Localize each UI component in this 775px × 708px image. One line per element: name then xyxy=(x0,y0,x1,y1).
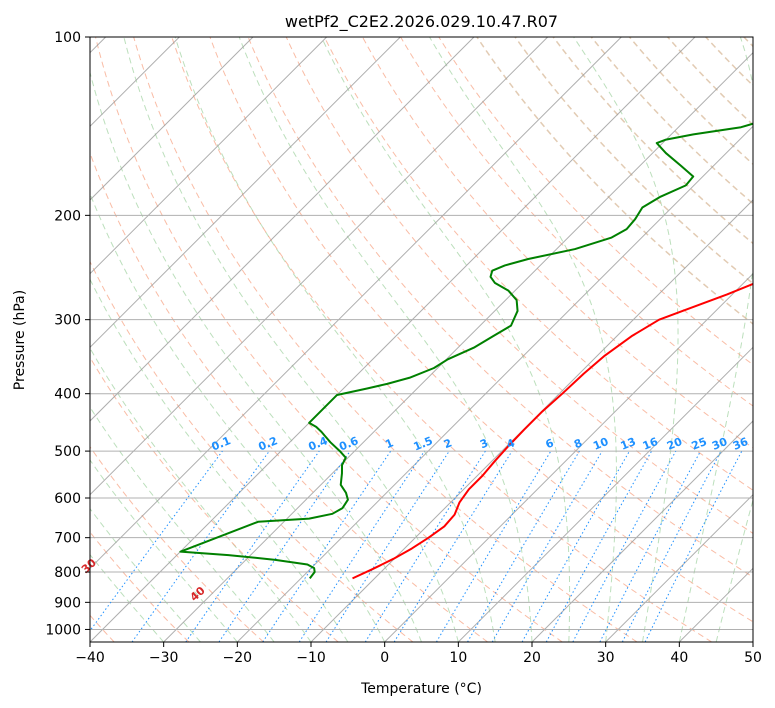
isotherm-line xyxy=(90,37,549,496)
mixing-ratio-label: 25 xyxy=(690,435,709,453)
moist-adiabat-line xyxy=(90,507,201,642)
dry-adiabat-line xyxy=(514,37,753,285)
moist-adiabat-line xyxy=(90,459,238,642)
moist-adiabat-line xyxy=(90,70,422,642)
moist-adiabat-line xyxy=(320,37,571,642)
moist-adiabat-line xyxy=(90,278,349,642)
mixing-ratio-line xyxy=(131,450,270,642)
mixing-ratio-label: 2 xyxy=(442,436,454,451)
x-tick-label: 10 xyxy=(449,650,467,666)
isotherm-line xyxy=(752,641,753,642)
mixing-ratio-label: 30 xyxy=(710,435,729,453)
moist-adiabat-line xyxy=(429,37,617,642)
moist-adiabat-line xyxy=(238,37,533,642)
isobars xyxy=(90,37,753,630)
x-tick-label: −20 xyxy=(223,650,253,666)
isotherm-line xyxy=(236,125,753,642)
mixing-ratio-label: 13 xyxy=(619,435,638,453)
y-tick-label: 1000 xyxy=(45,622,81,638)
x-tick-label: 30 xyxy=(597,650,615,666)
x-tick-label: −30 xyxy=(149,650,179,666)
isotherm-line xyxy=(531,420,753,642)
dry-adiabat-line xyxy=(400,37,753,407)
dry-adiabat-line xyxy=(90,445,264,642)
dewpoint-line xyxy=(179,122,753,579)
dry-adiabat-line xyxy=(323,37,753,491)
isotherm-line xyxy=(90,37,401,349)
mixing-ratio-label: 1 xyxy=(383,436,395,451)
plot-frame xyxy=(89,36,754,643)
isotherms xyxy=(90,37,753,642)
y-axis-label: Pressure (hPa) xyxy=(12,290,28,390)
y-tick-label: 800 xyxy=(54,565,81,581)
mixing-ratio-label: 36 xyxy=(731,435,750,453)
dry-adiabat-line xyxy=(133,37,638,642)
mixing-ratio-line xyxy=(572,450,677,642)
y-tick-label: 500 xyxy=(54,444,81,460)
moist-adiabat-line xyxy=(573,37,679,642)
dry-adiabat-line xyxy=(247,37,753,578)
moist-adiabat-line xyxy=(715,498,753,642)
mixing-ratio-label: 10 xyxy=(591,435,610,453)
y-tick-label: 700 xyxy=(54,531,81,547)
y-tick-label: 200 xyxy=(54,208,81,224)
mixing-ratio-line xyxy=(521,450,630,642)
isotherm-line xyxy=(457,346,753,642)
mixing-ratio-line xyxy=(325,450,450,642)
x-tick-label: 20 xyxy=(523,650,541,666)
isotherm-line xyxy=(90,37,622,570)
plot-background xyxy=(90,37,753,642)
x-tick-label: −40 xyxy=(75,650,105,666)
isotherm-line xyxy=(90,37,475,422)
mixing-ratio-line xyxy=(545,450,653,642)
dry-adiabat-line xyxy=(628,37,753,166)
y-tick-label: 600 xyxy=(54,491,81,507)
mixing-ratio-label: 8 xyxy=(572,436,584,451)
y-tick-label: 300 xyxy=(54,313,81,329)
dry-adiabat-line xyxy=(209,37,753,623)
x-tick-label: 0 xyxy=(380,650,389,666)
y-axis-ticks: 100 200 300 400 500 600 700 800 900 1000 xyxy=(45,30,90,638)
moist-adiabat-line xyxy=(174,37,496,642)
mixing-ratio-line xyxy=(185,450,320,642)
x-axis-ticks: −40 −30 −20 −10 0 10 20 30 40 50 xyxy=(75,642,762,666)
mixing-ratio-line xyxy=(467,450,580,642)
isotherm-line xyxy=(310,199,753,642)
mixing-ratio-line xyxy=(435,450,552,642)
dry-adiabat-line xyxy=(90,260,414,642)
mixing-ratio-label: 16 xyxy=(641,435,660,453)
mixing-ratio-line xyxy=(364,450,486,642)
x-axis-label: Temperature (°C) xyxy=(360,681,482,697)
mixing-ratio-line xyxy=(491,450,603,642)
chart-title: wetPf2_C2E2.2026.029.10.47.R07 xyxy=(285,12,558,32)
isotherm-line xyxy=(90,37,696,642)
mixing-ratio-line xyxy=(218,450,351,642)
dry-adiabat-line xyxy=(95,37,563,642)
x-tick-label: −10 xyxy=(296,650,326,666)
mixing-ratio-line xyxy=(393,450,513,642)
y-tick-label: 400 xyxy=(54,387,81,403)
x-tick-label: 40 xyxy=(670,650,688,666)
sounding-series xyxy=(179,122,753,580)
isotherm-line xyxy=(163,51,753,642)
mixing-ratio-label: 20 xyxy=(665,435,684,453)
isotherm-line xyxy=(384,272,753,642)
y-tick-label: 100 xyxy=(54,30,81,46)
mixing-ratio-lines xyxy=(90,450,743,642)
moist-adiabat-line xyxy=(678,37,753,642)
isotherm-line xyxy=(90,37,254,201)
temperature-line xyxy=(352,282,753,580)
mixing-ratio-label: 3 xyxy=(478,436,490,451)
line-labels: 0.10.20.40.611.52346810131620253036-100-… xyxy=(79,434,750,604)
moist-adiabat-line xyxy=(90,192,386,642)
x-tick-label: 50 xyxy=(744,650,762,666)
dry-adiabat-line xyxy=(476,37,753,325)
mixing-ratio-line xyxy=(90,450,223,632)
isotherm-line xyxy=(605,493,753,642)
y-tick-label: 900 xyxy=(54,595,81,611)
isotherm-line xyxy=(90,37,328,275)
moist-adiabat-line xyxy=(123,37,459,642)
